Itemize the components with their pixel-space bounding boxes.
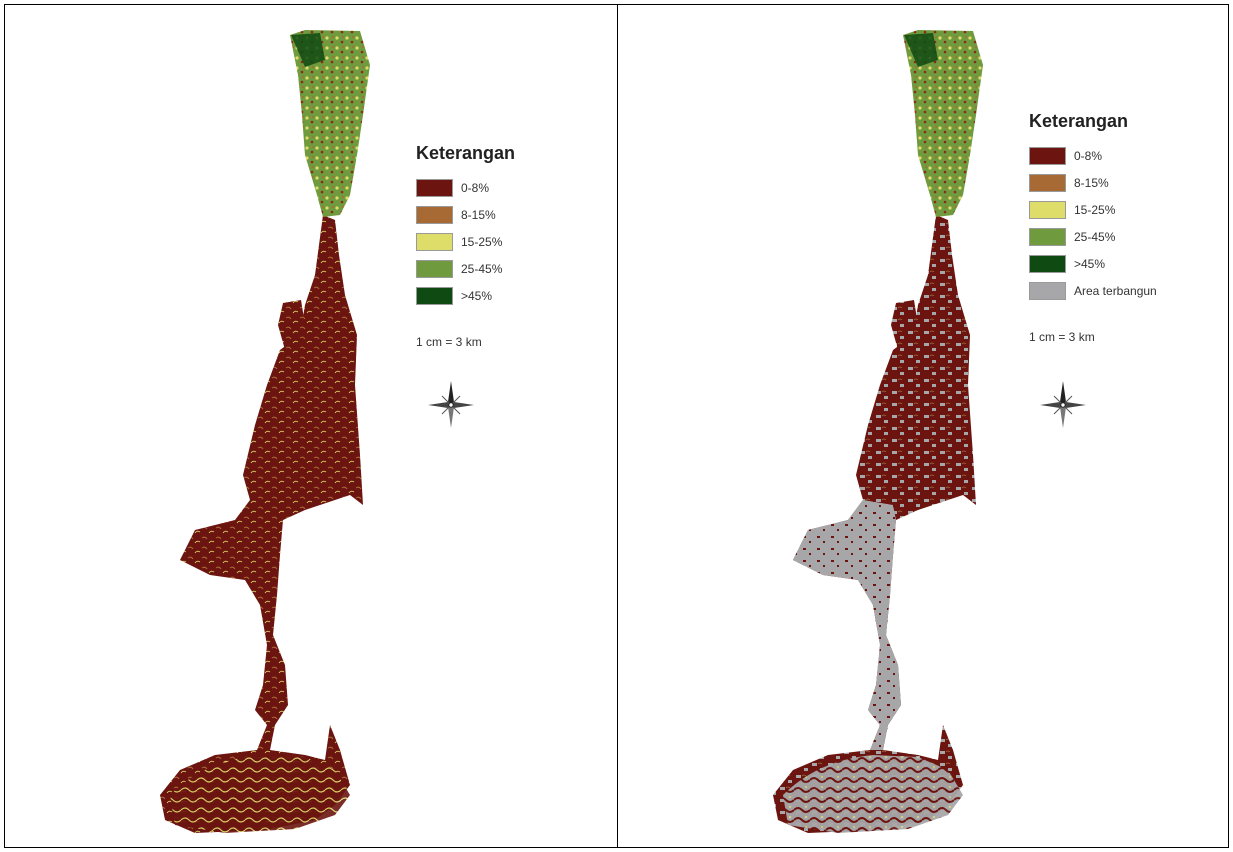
legend-right: Keterangan 0-8% 8-15% 15-25% 25-45% >45%…	[1029, 111, 1157, 344]
region-north	[903, 30, 983, 217]
legend-swatch	[416, 205, 453, 224]
legend-title: Keterangan	[1029, 111, 1129, 131]
legend-item-25-45: 25-45%	[1029, 223, 1157, 250]
region-islet	[891, 300, 918, 357]
legend-item-gt45: >45%	[416, 282, 515, 309]
legend-label: 8-15%	[1074, 175, 1109, 190]
legend-label: 25-45%	[1074, 229, 1116, 244]
legend-left: Keterangan 0-8% 8-15% 15-25% 25-45% >45%…	[416, 143, 515, 349]
region-body	[160, 215, 363, 833]
legend-swatch	[416, 232, 453, 251]
legend-label: 0-8%	[461, 180, 490, 195]
legend-label: 15-25%	[1074, 202, 1116, 217]
compass-rose-icon	[428, 381, 474, 428]
legend-swatch	[416, 259, 453, 278]
legend-swatch	[1029, 173, 1066, 192]
legend-item-25-45: 25-45%	[416, 255, 515, 282]
legend-swatch	[1029, 146, 1066, 165]
slope-map-left	[160, 30, 370, 833]
legend-label: 25-45%	[461, 261, 503, 276]
compass-rose-icon	[1040, 381, 1086, 428]
region-built-up	[793, 500, 901, 750]
slope-map-right	[773, 30, 983, 833]
legend-label: 0-8%	[1074, 148, 1103, 163]
legend-label: >45%	[1074, 256, 1106, 271]
legend-item-8-15: 8-15%	[416, 201, 515, 228]
legend-item-gt45: >45%	[1029, 250, 1157, 277]
legend-label: Area terbangun	[1074, 283, 1157, 298]
figure-frame	[4, 4, 1229, 848]
region-islet	[278, 300, 305, 357]
legend-item-15-25: 15-25%	[416, 228, 515, 255]
legend-swatch	[1029, 200, 1066, 219]
region-north	[290, 30, 370, 217]
legend-swatch	[1029, 281, 1066, 300]
legend-swatch	[416, 286, 453, 305]
scale-text: 1 cm = 3 km	[1029, 330, 1095, 344]
legend-item-15-25: 15-25%	[1029, 196, 1157, 223]
legend-swatch	[1029, 254, 1066, 273]
region-south	[783, 755, 963, 833]
legend-item-0-8: 0-8%	[416, 174, 515, 201]
panel-divider	[617, 4, 618, 848]
legend-item-area-terbangun: Area terbangun	[1029, 277, 1157, 304]
legend-swatch	[416, 178, 453, 197]
map-panel-right: Keterangan 0-8% 8-15% 15-25% 25-45% >45%…	[618, 5, 1228, 847]
scale-text: 1 cm = 3 km	[416, 335, 482, 349]
region-south	[170, 755, 350, 833]
legend-label: 8-15%	[461, 207, 496, 222]
map-panel-left: Keterangan 0-8% 8-15% 15-25% 25-45% >45%…	[5, 5, 617, 847]
legend-item-8-15: 8-15%	[1029, 169, 1157, 196]
legend-item-0-8: 0-8%	[1029, 142, 1157, 169]
legend-label: >45%	[461, 288, 493, 303]
legend-label: 15-25%	[461, 234, 503, 249]
legend-title: Keterangan	[416, 143, 516, 163]
legend-swatch	[1029, 227, 1066, 246]
